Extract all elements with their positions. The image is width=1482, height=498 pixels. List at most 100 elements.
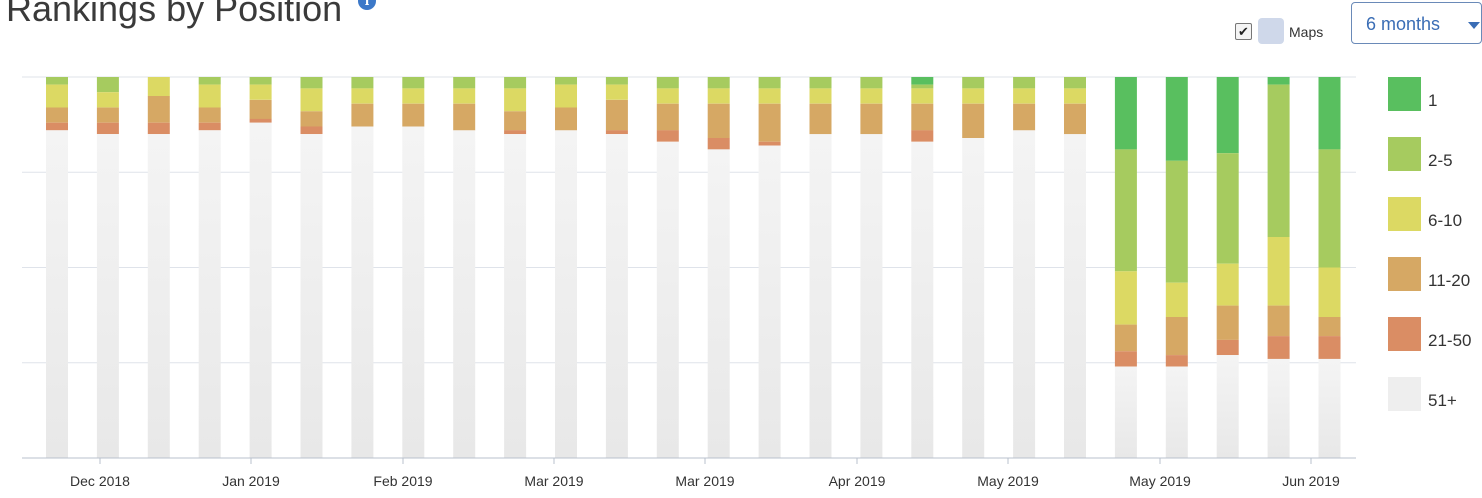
x-tick-label: Mar 2019 <box>524 473 583 489</box>
bar-segment-21-50 <box>1165 355 1188 367</box>
bar-segment-6-10 <box>46 84 68 108</box>
bar-segment-6-10 <box>1013 88 1036 104</box>
bar-segment-51- <box>758 145 781 458</box>
bar-segment-51- <box>656 141 679 459</box>
bar-segment-11-20 <box>402 103 425 127</box>
bar-segment-1 <box>1216 77 1239 154</box>
info-icon[interactable]: i <box>358 0 376 10</box>
bar-segment-51- <box>707 149 730 458</box>
bar-segment-11-20 <box>605 99 628 131</box>
bar-segment-51- <box>962 138 985 458</box>
legend-label: 21-50 <box>1428 331 1472 350</box>
x-tick-label: Jan 2019 <box>222 473 280 489</box>
x-tick-label: Jun 2019 <box>1282 473 1340 489</box>
bar-segment-11-20 <box>1165 317 1188 356</box>
bar-segment-11-20 <box>1114 324 1137 352</box>
bar-segment-2-5 <box>249 77 272 85</box>
bar-segment-2-5 <box>758 77 781 89</box>
bar-segment-11-20 <box>1216 305 1239 340</box>
bar-segment-21-50 <box>911 130 934 142</box>
legend-swatch <box>1388 257 1421 291</box>
bar-segment-2-5 <box>1114 149 1137 272</box>
legend-item[interactable]: 2-5 <box>1388 137 1482 177</box>
bar-segment-11-20 <box>555 107 577 131</box>
bar-segment-6-10 <box>555 84 577 108</box>
bar-segment-6-10 <box>911 88 934 104</box>
bar-segment-1 <box>911 77 934 85</box>
bar-segment-51- <box>300 134 323 458</box>
bar-segment-51- <box>453 130 476 459</box>
bar-segment-21-50 <box>1318 336 1341 359</box>
bar-segment-2-5 <box>504 77 527 89</box>
bar-segment-51- <box>1216 355 1239 458</box>
bar-segment-11-20 <box>809 103 832 135</box>
bar-segment-51- <box>1013 130 1036 459</box>
legend-item[interactable]: 21-50 <box>1388 317 1482 357</box>
bar-segment-11-20 <box>656 103 679 131</box>
bar-segment-51- <box>147 134 170 458</box>
bar-segment-21-50 <box>758 141 781 146</box>
legend-swatch <box>1388 77 1421 111</box>
bar-segment-11-20 <box>46 107 68 123</box>
bar-segment-2-5 <box>555 77 577 85</box>
x-tick-label: Feb 2019 <box>373 473 432 489</box>
bar-segment-2-5 <box>1064 77 1086 89</box>
bar-segment-51- <box>1064 134 1086 458</box>
bar-segment-21-50 <box>300 126 323 135</box>
bar-segment-51- <box>809 134 832 458</box>
bar-segment-6-10 <box>96 92 119 108</box>
bar-segment-11-20 <box>198 107 221 123</box>
bar-segment-11-20 <box>962 103 985 138</box>
bar-segment-2-5 <box>453 77 476 89</box>
bar-segment-11-20 <box>911 103 934 131</box>
legend-item[interactable]: 51+ <box>1388 377 1482 417</box>
bar-segment-6-10 <box>707 88 730 104</box>
bar-segment-21-50 <box>147 122 170 135</box>
bar-segment-51- <box>860 134 883 458</box>
bar-segment-2-5 <box>96 77 119 93</box>
bar-segment-51- <box>504 134 527 458</box>
maps-checkbox[interactable]: ✔ <box>1235 23 1252 40</box>
bar-segment-1 <box>1318 77 1341 150</box>
bar-segment-11-20 <box>860 103 883 135</box>
bar-segment-21-50 <box>504 130 527 135</box>
bar-segment-6-10 <box>656 88 679 104</box>
chevron-down-icon <box>1468 22 1480 29</box>
bar-segment-11-20 <box>504 111 527 131</box>
legend-item[interactable]: 1 <box>1388 77 1482 117</box>
legend-swatch <box>1388 317 1421 351</box>
bar-segment-6-10 <box>402 88 425 104</box>
bar-segment-6-10 <box>605 84 628 100</box>
bar-segment-11-20 <box>1318 317 1341 337</box>
bar-segment-21-50 <box>656 130 679 142</box>
bar-segment-11-20 <box>1267 305 1290 337</box>
legend-item[interactable]: 6-10 <box>1388 197 1482 237</box>
bar-segment-2-5 <box>1013 77 1036 89</box>
bar-segment-51- <box>1165 366 1188 458</box>
bar-segment-11-20 <box>758 103 781 142</box>
x-tick-label: Mar 2019 <box>675 473 734 489</box>
bar-segment-11-20 <box>300 111 323 127</box>
bar-segment-6-10 <box>1064 88 1086 104</box>
bar-segment-51- <box>555 130 577 459</box>
bar-segment-6-10 <box>504 88 527 112</box>
bar-segment-21-50 <box>1114 351 1137 367</box>
bar-segment-51- <box>1318 358 1341 458</box>
legend-swatch <box>1388 197 1421 231</box>
bar-segment-6-10 <box>1165 282 1188 317</box>
x-tick-label: Dec 2018 <box>70 473 130 489</box>
bar-segment-2-5 <box>46 77 68 85</box>
bar-segment-2-5 <box>1165 160 1188 283</box>
legend-label: 2-5 <box>1428 151 1453 170</box>
bar-segment-2-5 <box>809 77 832 89</box>
rankings-chart: Dec 2018 Jan 2019 Feb 2019 Mar 2019 Mar 2019… <box>22 76 1356 489</box>
bar-segment-2-5 <box>1267 84 1290 237</box>
bar-segment-2-5 <box>605 77 628 85</box>
bar-segment-11-20 <box>351 103 374 127</box>
x-tick-label: Apr 2019 <box>829 473 886 489</box>
legend-item[interactable]: 11-20 <box>1388 257 1482 297</box>
bar-segment-6-10 <box>1216 263 1239 306</box>
bar-segment-6-10 <box>758 88 781 104</box>
bar-segment-2-5 <box>300 77 323 89</box>
time-range-dropdown[interactable]: 6 months <box>1351 2 1482 44</box>
